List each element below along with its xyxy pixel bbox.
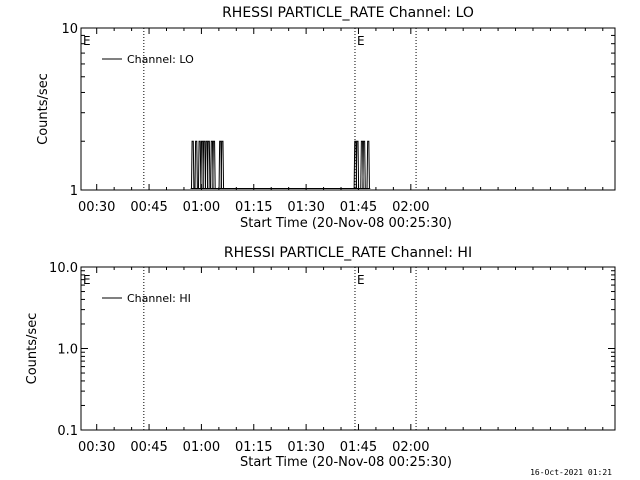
x-tick-label: 01:15 xyxy=(235,200,272,215)
y-axis-label: Counts/sec xyxy=(25,313,40,385)
x-tick-label: 01:30 xyxy=(287,200,324,215)
data-spike xyxy=(207,140,211,189)
x-tick-label: 00:45 xyxy=(130,200,167,215)
event-marker: E xyxy=(83,34,91,48)
panel-hi: RHESSI PARTICLE_RATE Channel: HI 00:30 00:… xyxy=(25,245,616,470)
x-tick-label: 01:00 xyxy=(183,200,220,215)
y-tick-label: 10.0 xyxy=(49,261,78,276)
data-spike xyxy=(190,140,195,189)
legend-label: Channel: LO xyxy=(127,53,194,66)
x-tick-label: 01:00 xyxy=(183,440,220,455)
plot-frame xyxy=(80,27,616,191)
x-tick-label: 01:45 xyxy=(340,440,377,455)
data-spike xyxy=(220,140,225,189)
data-spike xyxy=(202,140,206,189)
data-spike xyxy=(194,140,198,189)
x-tick-label: 01:30 xyxy=(287,440,324,455)
data-spike xyxy=(197,140,202,189)
x-tick-label: 00:30 xyxy=(78,440,115,455)
event-marker: E xyxy=(357,34,365,48)
chart-title: RHESSI PARTICLE_RATE Channel: HI xyxy=(224,245,472,261)
footer-timestamp: 16-Oct-2021 01:21 xyxy=(530,468,612,477)
legend-label: Channel: HI xyxy=(127,292,191,305)
x-tick-label: 00:45 xyxy=(130,440,167,455)
y-tick-label: 10 xyxy=(61,22,78,37)
data-spike xyxy=(355,140,360,189)
x-tick-label: 02:00 xyxy=(392,440,429,455)
event-marker: E xyxy=(83,273,91,287)
x-tick-label: 00:30 xyxy=(78,200,115,215)
x-axis-label: Start Time (20-Nov-08 00:25:30) xyxy=(240,216,452,231)
event-marker: E xyxy=(357,273,365,287)
x-axis-label: Start Time (20-Nov-08 00:25:30) xyxy=(240,455,452,470)
data-spike xyxy=(362,140,366,189)
y-tick-label: 1.0 xyxy=(57,343,78,358)
panel-lo: RHESSI PARTICLE_RATE Channel: LO 00:30 00:… xyxy=(36,5,616,231)
data-spike xyxy=(212,140,216,189)
y-tick-label: 1 xyxy=(70,184,78,199)
data-spike xyxy=(366,140,370,189)
x-tick-label: 01:15 xyxy=(235,440,272,455)
chart-title: RHESSI PARTICLE_RATE Channel: LO xyxy=(222,5,474,21)
y-axis-label: Counts/sec xyxy=(36,73,51,145)
y-tick-label: 0.1 xyxy=(57,424,78,439)
x-tick-label: 02:00 xyxy=(392,200,429,215)
x-tick-label: 01:45 xyxy=(340,200,377,215)
